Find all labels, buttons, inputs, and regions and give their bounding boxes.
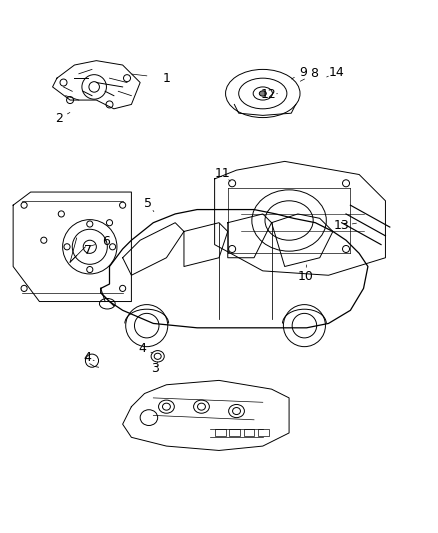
Text: 5: 5: [144, 197, 152, 210]
Text: 14: 14: [328, 66, 344, 79]
Bar: [258, 430, 269, 436]
Bar: [215, 430, 226, 436]
Text: 7: 7: [84, 244, 92, 257]
Text: 10: 10: [298, 270, 314, 283]
Text: 1: 1: [162, 71, 170, 85]
Ellipse shape: [259, 91, 266, 96]
Text: 3: 3: [152, 362, 159, 375]
Text: 8: 8: [311, 67, 318, 80]
Text: 11: 11: [215, 167, 230, 180]
Text: 6: 6: [102, 235, 110, 248]
Text: 9: 9: [299, 66, 307, 79]
Text: 13: 13: [334, 219, 350, 232]
Text: 4: 4: [84, 351, 92, 364]
Text: 12: 12: [261, 88, 276, 101]
Text: 2: 2: [55, 112, 63, 125]
Text: 4: 4: [138, 342, 146, 356]
Bar: [244, 430, 254, 436]
Bar: [229, 430, 240, 436]
